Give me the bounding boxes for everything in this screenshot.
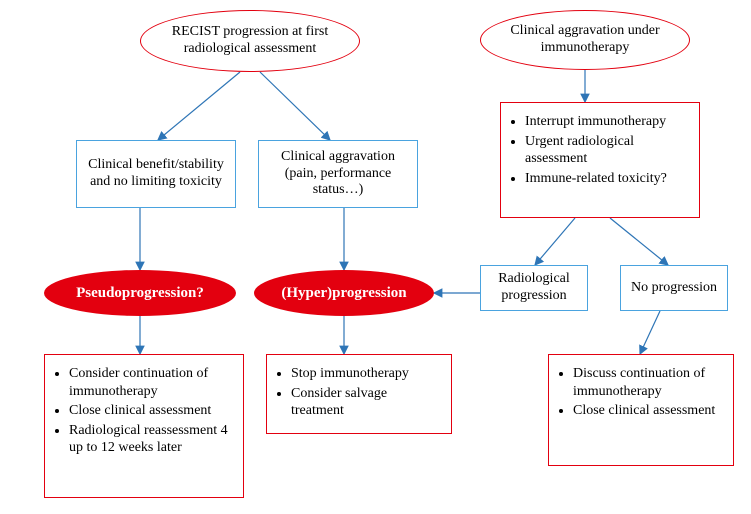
node-label: Pseudoprogression? xyxy=(76,284,204,302)
list-item: Close clinical assessment xyxy=(69,402,233,420)
node-pseudoprogression: Pseudoprogression? xyxy=(44,270,236,316)
list-item: Discuss continuation of immunotherapy xyxy=(573,365,723,400)
node-label: Radiological progression xyxy=(491,271,577,305)
node-label: Clinical aggravation (pain, performance … xyxy=(269,149,407,199)
node-label: Clinical benefit/stability and no limiti… xyxy=(87,157,225,191)
edge-n1-n4 xyxy=(260,72,330,140)
node-radiological-progression: Radiological progression xyxy=(480,265,588,311)
bullet-list: Interrupt immunotherapy Urgent radiologi… xyxy=(507,111,689,189)
flowchart-canvas: RECIST progression at first radiological… xyxy=(0,0,751,514)
node-stop-immunotherapy: Stop immunotherapy Consider salvage trea… xyxy=(266,354,452,434)
edge-n1-n3 xyxy=(158,72,240,140)
node-discuss-continuation: Discuss continuation of immunotherapy Cl… xyxy=(548,354,734,466)
node-label: No progression xyxy=(631,280,717,297)
bullet-list: Consider continuation of immunotherapy C… xyxy=(51,363,233,459)
list-item: Radiological reassessment 4 up to 12 wee… xyxy=(69,422,233,457)
node-interrupt-box: Interrupt immunotherapy Urgent radiologi… xyxy=(500,102,700,218)
node-hyperprogression: (Hyper)progression xyxy=(254,270,434,316)
bullet-list: Discuss continuation of immunotherapy Cl… xyxy=(555,363,723,422)
node-label: (Hyper)progression xyxy=(281,284,406,302)
edge-n5-n9 xyxy=(610,218,668,265)
list-item: Consider continuation of immunotherapy xyxy=(69,365,233,400)
bullet-list: Stop immunotherapy Consider salvage trea… xyxy=(273,363,441,422)
edge-n5-n8 xyxy=(535,218,575,265)
list-item: Stop immunotherapy xyxy=(291,365,441,383)
node-recist-progression: RECIST progression at first radiological… xyxy=(140,10,360,72)
list-item: Close clinical assessment xyxy=(573,402,723,420)
node-label: Clinical aggravation under immunotherapy xyxy=(491,23,679,57)
node-consider-continuation: Consider continuation of immunotherapy C… xyxy=(44,354,244,498)
node-clinical-benefit: Clinical benefit/stability and no limiti… xyxy=(76,140,236,208)
node-clinical-aggravation-top: Clinical aggravation under immunotherapy xyxy=(480,10,690,70)
list-item: Consider salvage treatment xyxy=(291,385,441,420)
node-label: RECIST progression at first radiological… xyxy=(151,24,349,58)
list-item: Interrupt immunotherapy xyxy=(525,113,689,131)
list-item: Immune-related toxicity? xyxy=(525,170,689,188)
list-item: Urgent radiological assessment xyxy=(525,133,689,168)
node-clinical-aggravation: Clinical aggravation (pain, performance … xyxy=(258,140,418,208)
edge-n9-n12 xyxy=(640,311,660,354)
node-no-progression: No progression xyxy=(620,265,728,311)
